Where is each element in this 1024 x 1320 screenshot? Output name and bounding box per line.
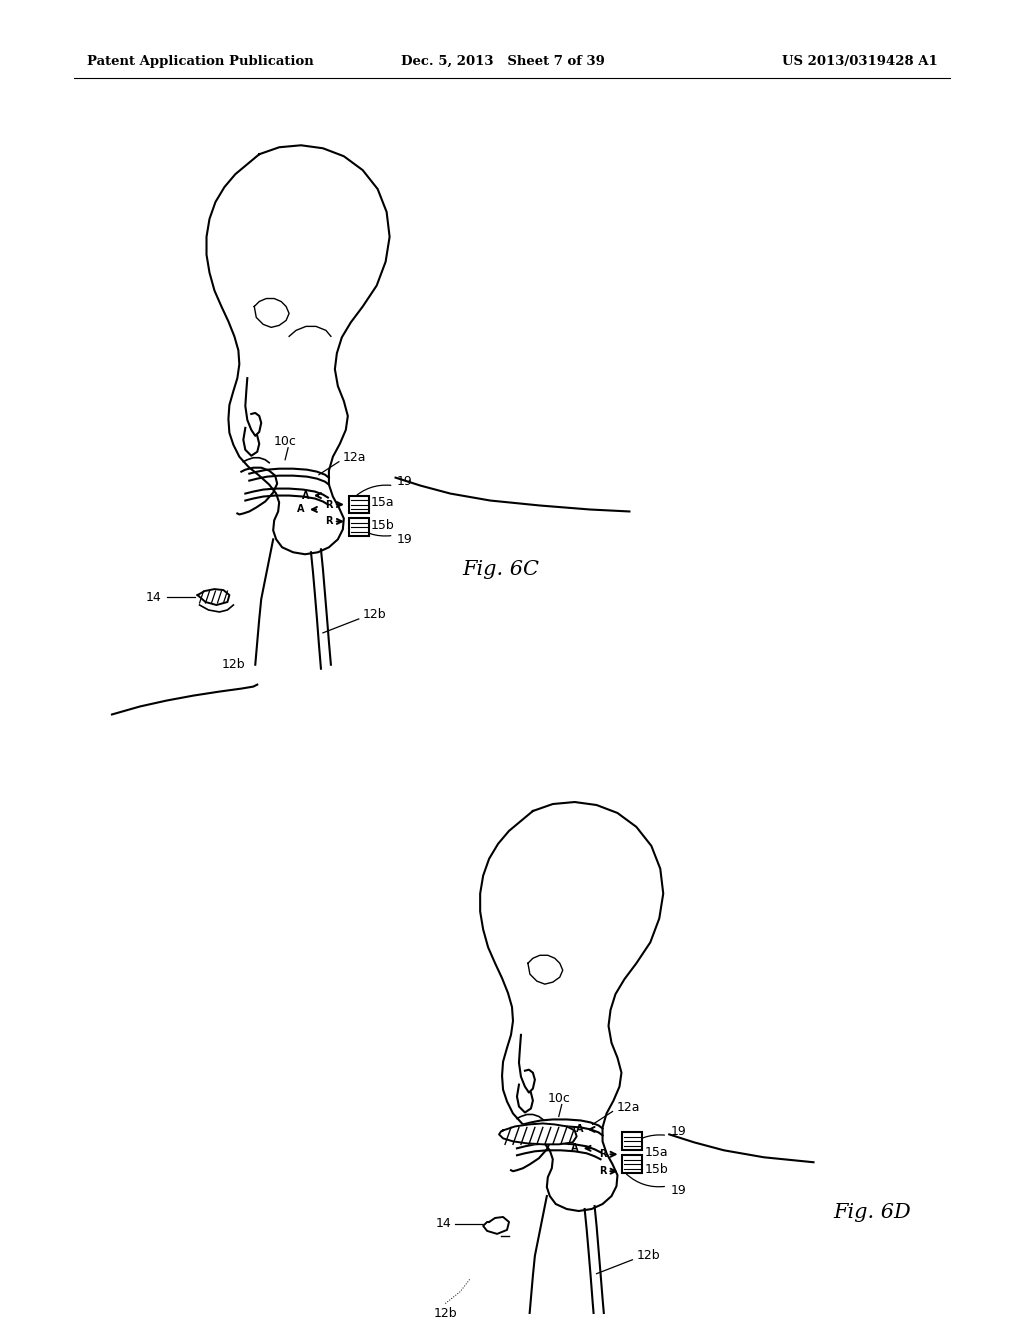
Text: 19: 19 <box>671 1184 686 1197</box>
Text: 12b: 12b <box>221 659 245 671</box>
Text: 19: 19 <box>396 533 413 546</box>
Text: 19: 19 <box>671 1125 686 1138</box>
Text: A: A <box>302 491 310 500</box>
Text: Patent Application Publication: Patent Application Publication <box>87 55 313 69</box>
Text: 12b: 12b <box>362 609 386 622</box>
Text: R: R <box>599 1150 606 1159</box>
Text: 12a: 12a <box>616 1101 640 1114</box>
Bar <box>349 495 369 513</box>
Text: 12a: 12a <box>343 451 367 465</box>
Text: 15a: 15a <box>371 496 394 510</box>
Text: 12b: 12b <box>433 1307 457 1320</box>
Text: US 2013/0319428 A1: US 2013/0319428 A1 <box>782 55 938 69</box>
Text: R: R <box>326 516 333 527</box>
Bar <box>623 1133 642 1150</box>
Polygon shape <box>198 589 229 605</box>
Text: R: R <box>599 1166 606 1176</box>
Text: 15b: 15b <box>644 1163 668 1176</box>
Text: 10c: 10c <box>273 436 297 449</box>
Bar <box>623 1155 642 1173</box>
Text: Dec. 5, 2013   Sheet 7 of 39: Dec. 5, 2013 Sheet 7 of 39 <box>400 55 604 69</box>
Text: 15a: 15a <box>644 1146 668 1159</box>
Polygon shape <box>499 1123 577 1144</box>
Text: 15b: 15b <box>371 519 394 532</box>
Text: 12b: 12b <box>636 1249 660 1262</box>
Text: 14: 14 <box>435 1217 452 1230</box>
Text: R: R <box>326 499 333 510</box>
Text: A: A <box>571 1143 579 1154</box>
Bar <box>349 519 369 536</box>
Text: Fig. 6C: Fig. 6C <box>462 560 540 578</box>
Text: 14: 14 <box>146 590 162 603</box>
Text: 19: 19 <box>396 475 413 488</box>
Polygon shape <box>483 1217 509 1234</box>
Text: A: A <box>297 504 305 515</box>
Text: A: A <box>575 1125 584 1134</box>
Text: 10c: 10c <box>548 1092 570 1105</box>
Text: Fig. 6D: Fig. 6D <box>834 1203 911 1221</box>
